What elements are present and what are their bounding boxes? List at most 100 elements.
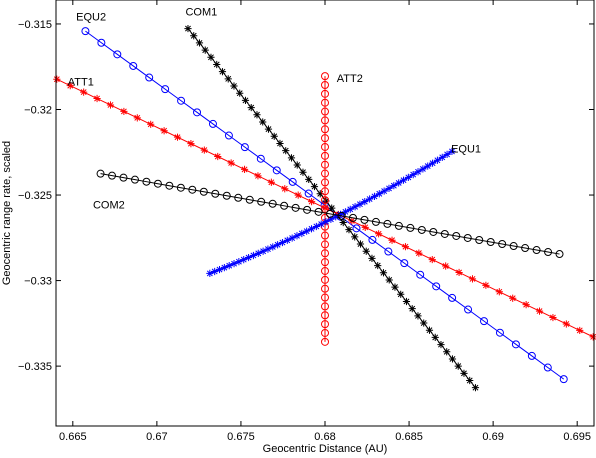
data-point [195, 39, 204, 47]
data-point [108, 171, 117, 180]
data-point [215, 265, 224, 274]
data-point [278, 238, 287, 247]
data-point [437, 340, 445, 349]
data-point [417, 225, 426, 234]
data-point [249, 251, 258, 260]
data-point [293, 161, 301, 169]
data-point [240, 143, 249, 152]
data-point [113, 50, 122, 59]
data-point [288, 234, 296, 242]
x-tick-label: 0.68 [314, 431, 335, 443]
data-point [245, 195, 254, 204]
data-point [375, 230, 383, 238]
y-tick-label: −0.325 [18, 190, 52, 202]
data-point [190, 32, 198, 40]
data-point [307, 225, 316, 233]
data-point [184, 24, 192, 33]
data-point [147, 120, 155, 128]
data-point [431, 333, 439, 342]
data-point [321, 275, 329, 284]
annotation-att1: ATT1 [68, 77, 94, 89]
data-point [321, 311, 329, 320]
data-point [321, 302, 329, 311]
data-point [220, 264, 228, 272]
chart-marks [53, 24, 596, 392]
data-point [281, 185, 289, 193]
data-point [321, 134, 329, 143]
data-point [304, 189, 313, 198]
data-point [429, 227, 438, 236]
data-point [543, 363, 552, 372]
annotation-com1: COM1 [185, 6, 217, 18]
data-point [443, 150, 451, 158]
data-point [201, 46, 209, 54]
data-point [274, 241, 282, 249]
data-point [402, 297, 411, 306]
data-point [328, 204, 336, 212]
data-point [448, 293, 457, 302]
data-point [93, 94, 101, 103]
data-point [312, 222, 320, 231]
data-point [460, 369, 468, 377]
data-point [321, 196, 329, 205]
data-point [404, 173, 412, 182]
y-tick-label: −0.32 [24, 104, 52, 116]
y-tick-label: −0.33 [24, 276, 52, 288]
data-point [326, 209, 335, 218]
data-point [176, 183, 185, 192]
x-tick-label: 0.69 [482, 431, 503, 443]
data-point [299, 168, 307, 176]
data-point [66, 82, 74, 90]
data-point [321, 116, 329, 125]
data-point [321, 107, 329, 116]
data-point [288, 177, 297, 186]
data-point [495, 288, 503, 296]
data-point [455, 268, 463, 277]
data-point [307, 197, 316, 206]
data-point [218, 68, 227, 76]
data-point [321, 328, 329, 337]
data-point [211, 267, 219, 276]
data-point [253, 111, 261, 119]
data-point [452, 231, 461, 240]
y-tick-label: −0.335 [18, 361, 52, 373]
data-point [322, 197, 330, 205]
data-point [130, 175, 139, 184]
data-point [270, 132, 278, 140]
data-point [321, 293, 329, 302]
x-axis-label: Geocentric Distance (AU) [263, 443, 388, 455]
data-point [362, 247, 370, 255]
data-point [206, 269, 214, 277]
data-point [280, 201, 289, 210]
data-point [264, 245, 272, 253]
data-point [259, 118, 267, 126]
data-point [401, 243, 410, 251]
data-point [294, 191, 302, 199]
data-point [244, 253, 253, 262]
data-point [466, 376, 474, 385]
data-point [408, 305, 416, 313]
data-point [187, 140, 195, 148]
data-point [522, 301, 530, 309]
data-point [142, 177, 151, 186]
data-point [361, 223, 369, 231]
data-point [424, 162, 432, 170]
data-point [321, 89, 329, 98]
data-point [371, 217, 380, 226]
data-point [361, 198, 369, 206]
data-point [527, 351, 536, 360]
data-point [337, 211, 346, 220]
data-point [495, 328, 504, 337]
x-tick-label: 0.695 [563, 431, 591, 443]
data-point [589, 333, 596, 341]
data-point [316, 190, 324, 198]
data-point [339, 218, 347, 227]
data-point [544, 248, 553, 257]
data-point [208, 119, 217, 128]
data-point [287, 154, 296, 162]
series-com2 [96, 169, 564, 259]
data-point [409, 171, 417, 179]
data-point [380, 187, 388, 195]
data-point [321, 337, 329, 346]
data-point [356, 240, 365, 248]
